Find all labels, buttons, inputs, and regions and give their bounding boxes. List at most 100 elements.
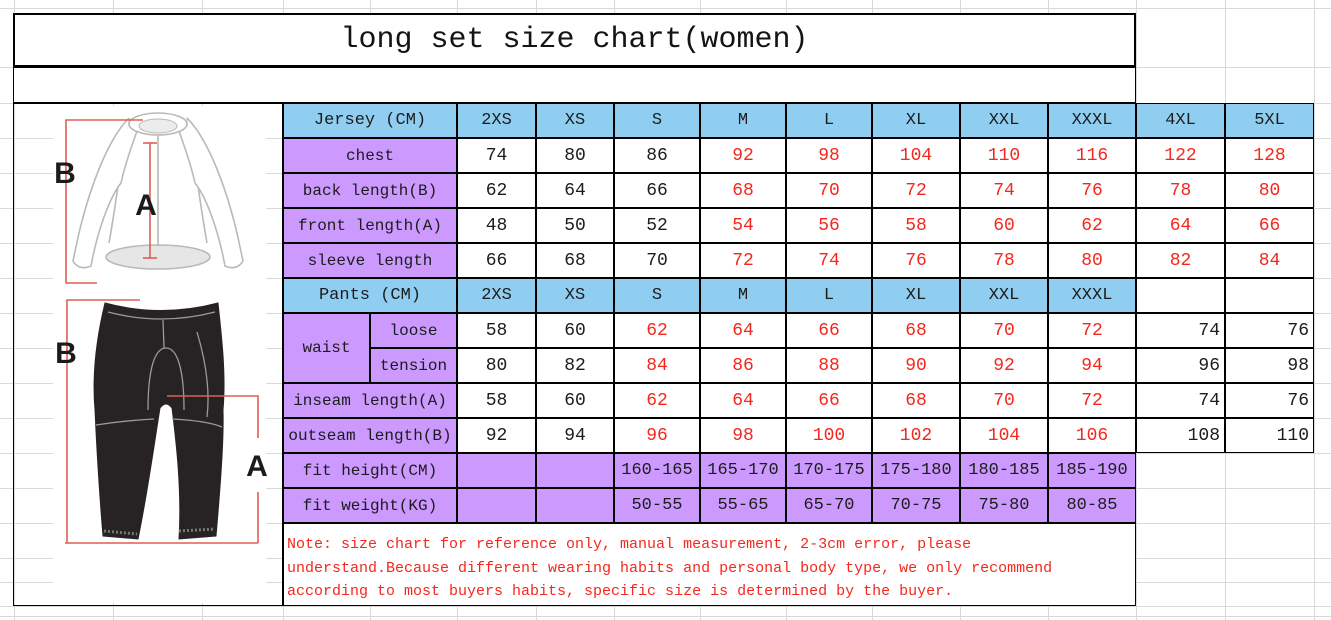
- value-cell: 116: [1048, 138, 1136, 173]
- value-cell: 76: [1225, 383, 1314, 418]
- fit-value-cell: 165-170: [700, 453, 786, 488]
- size-column-header: XL: [872, 278, 960, 313]
- row-label: fit height(CM): [283, 453, 457, 488]
- waist-merged-label: waist: [283, 313, 370, 383]
- empty-header-cell: [1225, 278, 1314, 313]
- fit-value-cell: 185-190: [1048, 453, 1136, 488]
- fit-value-cell: 50-55: [614, 488, 700, 523]
- value-cell: 60: [536, 313, 614, 348]
- pants-outseam-bracket: [66, 299, 140, 543]
- value-cell: 100: [786, 418, 872, 453]
- value-cell: 60: [536, 383, 614, 418]
- sheet-gridline-v: [1314, 0, 1315, 620]
- value-cell: 70: [960, 383, 1048, 418]
- size-column-header: 2XS: [457, 103, 536, 138]
- garment-measurement-diagram: B A B A: [53, 106, 268, 603]
- value-cell: 102: [872, 418, 960, 453]
- jersey-label-A: A: [135, 189, 157, 222]
- value-cell: 84: [614, 348, 700, 383]
- value-cell: 64: [1136, 208, 1225, 243]
- value-cell: 74: [960, 173, 1048, 208]
- value-cell: 62: [1048, 208, 1136, 243]
- value-cell: 74: [1136, 313, 1225, 348]
- value-cell: 92: [700, 138, 786, 173]
- value-cell: 98: [1225, 348, 1314, 383]
- fit-value-cell: 180-185: [960, 453, 1048, 488]
- value-cell: 62: [614, 313, 700, 348]
- size-column-header: 5XL: [1225, 103, 1314, 138]
- value-cell: 94: [536, 418, 614, 453]
- value-cell: 64: [536, 173, 614, 208]
- row-label: sleeve length: [283, 243, 457, 278]
- sheet-gridline-h: [0, 606, 1331, 607]
- row-label: chest: [283, 138, 457, 173]
- fit-value-cell: 160-165: [614, 453, 700, 488]
- value-cell: 68: [536, 243, 614, 278]
- value-cell: 82: [536, 348, 614, 383]
- size-column-header: XS: [536, 278, 614, 313]
- value-cell: 60: [960, 208, 1048, 243]
- value-cell: 78: [1136, 173, 1225, 208]
- value-cell: 92: [457, 418, 536, 453]
- size-column-header: XXL: [960, 278, 1048, 313]
- value-cell: 84: [1225, 243, 1314, 278]
- size-column-header: S: [614, 103, 700, 138]
- empty-header-cell: [1136, 278, 1225, 313]
- fit-value-cell: 70-75: [872, 488, 960, 523]
- note-line: understand.Because different wearing hab…: [287, 559, 1053, 577]
- pants-inseam-bracket: [167, 395, 259, 438]
- size-column-header: XXXL: [1048, 103, 1136, 138]
- value-cell: 74: [786, 243, 872, 278]
- size-column-header: S: [614, 278, 700, 313]
- value-cell: 80: [1048, 243, 1136, 278]
- value-cell: 70: [786, 173, 872, 208]
- sheet-gridline-h: [0, 616, 1331, 617]
- sheet-gridline-h: [0, 8, 1331, 9]
- page-title: long set size chart(women): [340, 23, 809, 57]
- row-label: inseam length(A): [283, 383, 457, 418]
- value-cell: 90: [872, 348, 960, 383]
- value-cell: 48: [457, 208, 536, 243]
- value-cell: 70: [614, 243, 700, 278]
- note-line: according to most buyers habits, specifi…: [287, 583, 954, 600]
- value-cell: 82: [1136, 243, 1225, 278]
- value-cell: 68: [872, 383, 960, 418]
- value-cell: 76: [1048, 173, 1136, 208]
- size-column-header: XL: [872, 103, 960, 138]
- value-cell: 70: [960, 313, 1048, 348]
- value-cell: 72: [700, 243, 786, 278]
- value-cell: 62: [457, 173, 536, 208]
- value-cell: 98: [786, 138, 872, 173]
- pants-label-B: B: [55, 337, 77, 370]
- size-column-header: XXL: [960, 103, 1048, 138]
- fit-value-cell: [457, 453, 536, 488]
- value-cell: 72: [872, 173, 960, 208]
- jersey-drawing: [72, 112, 244, 270]
- fit-value-cell: 55-65: [700, 488, 786, 523]
- size-column-header: L: [786, 103, 872, 138]
- value-cell: 58: [872, 208, 960, 243]
- value-cell: 88: [786, 348, 872, 383]
- value-cell: 110: [1225, 418, 1314, 453]
- jersey-section-header: Jersey (CM): [283, 103, 457, 138]
- value-cell: 50: [536, 208, 614, 243]
- value-cell: 74: [1136, 383, 1225, 418]
- value-cell: 96: [1136, 348, 1225, 383]
- value-cell: 106: [1048, 418, 1136, 453]
- value-cell: 80: [457, 348, 536, 383]
- size-column-header: 2XS: [457, 278, 536, 313]
- value-cell: 66: [786, 383, 872, 418]
- fit-value-cell: 65-70: [786, 488, 872, 523]
- size-column-header: 4XL: [1136, 103, 1225, 138]
- value-cell: 58: [457, 313, 536, 348]
- value-cell: 66: [457, 243, 536, 278]
- value-cell: 68: [700, 173, 786, 208]
- value-cell: 68: [872, 313, 960, 348]
- value-cell: 94: [1048, 348, 1136, 383]
- row-label: loose: [370, 313, 457, 348]
- fit-value-cell: 80-85: [1048, 488, 1136, 523]
- value-cell: 110: [960, 138, 1048, 173]
- value-cell: 96: [614, 418, 700, 453]
- value-cell: 76: [1225, 313, 1314, 348]
- row-label: tension: [370, 348, 457, 383]
